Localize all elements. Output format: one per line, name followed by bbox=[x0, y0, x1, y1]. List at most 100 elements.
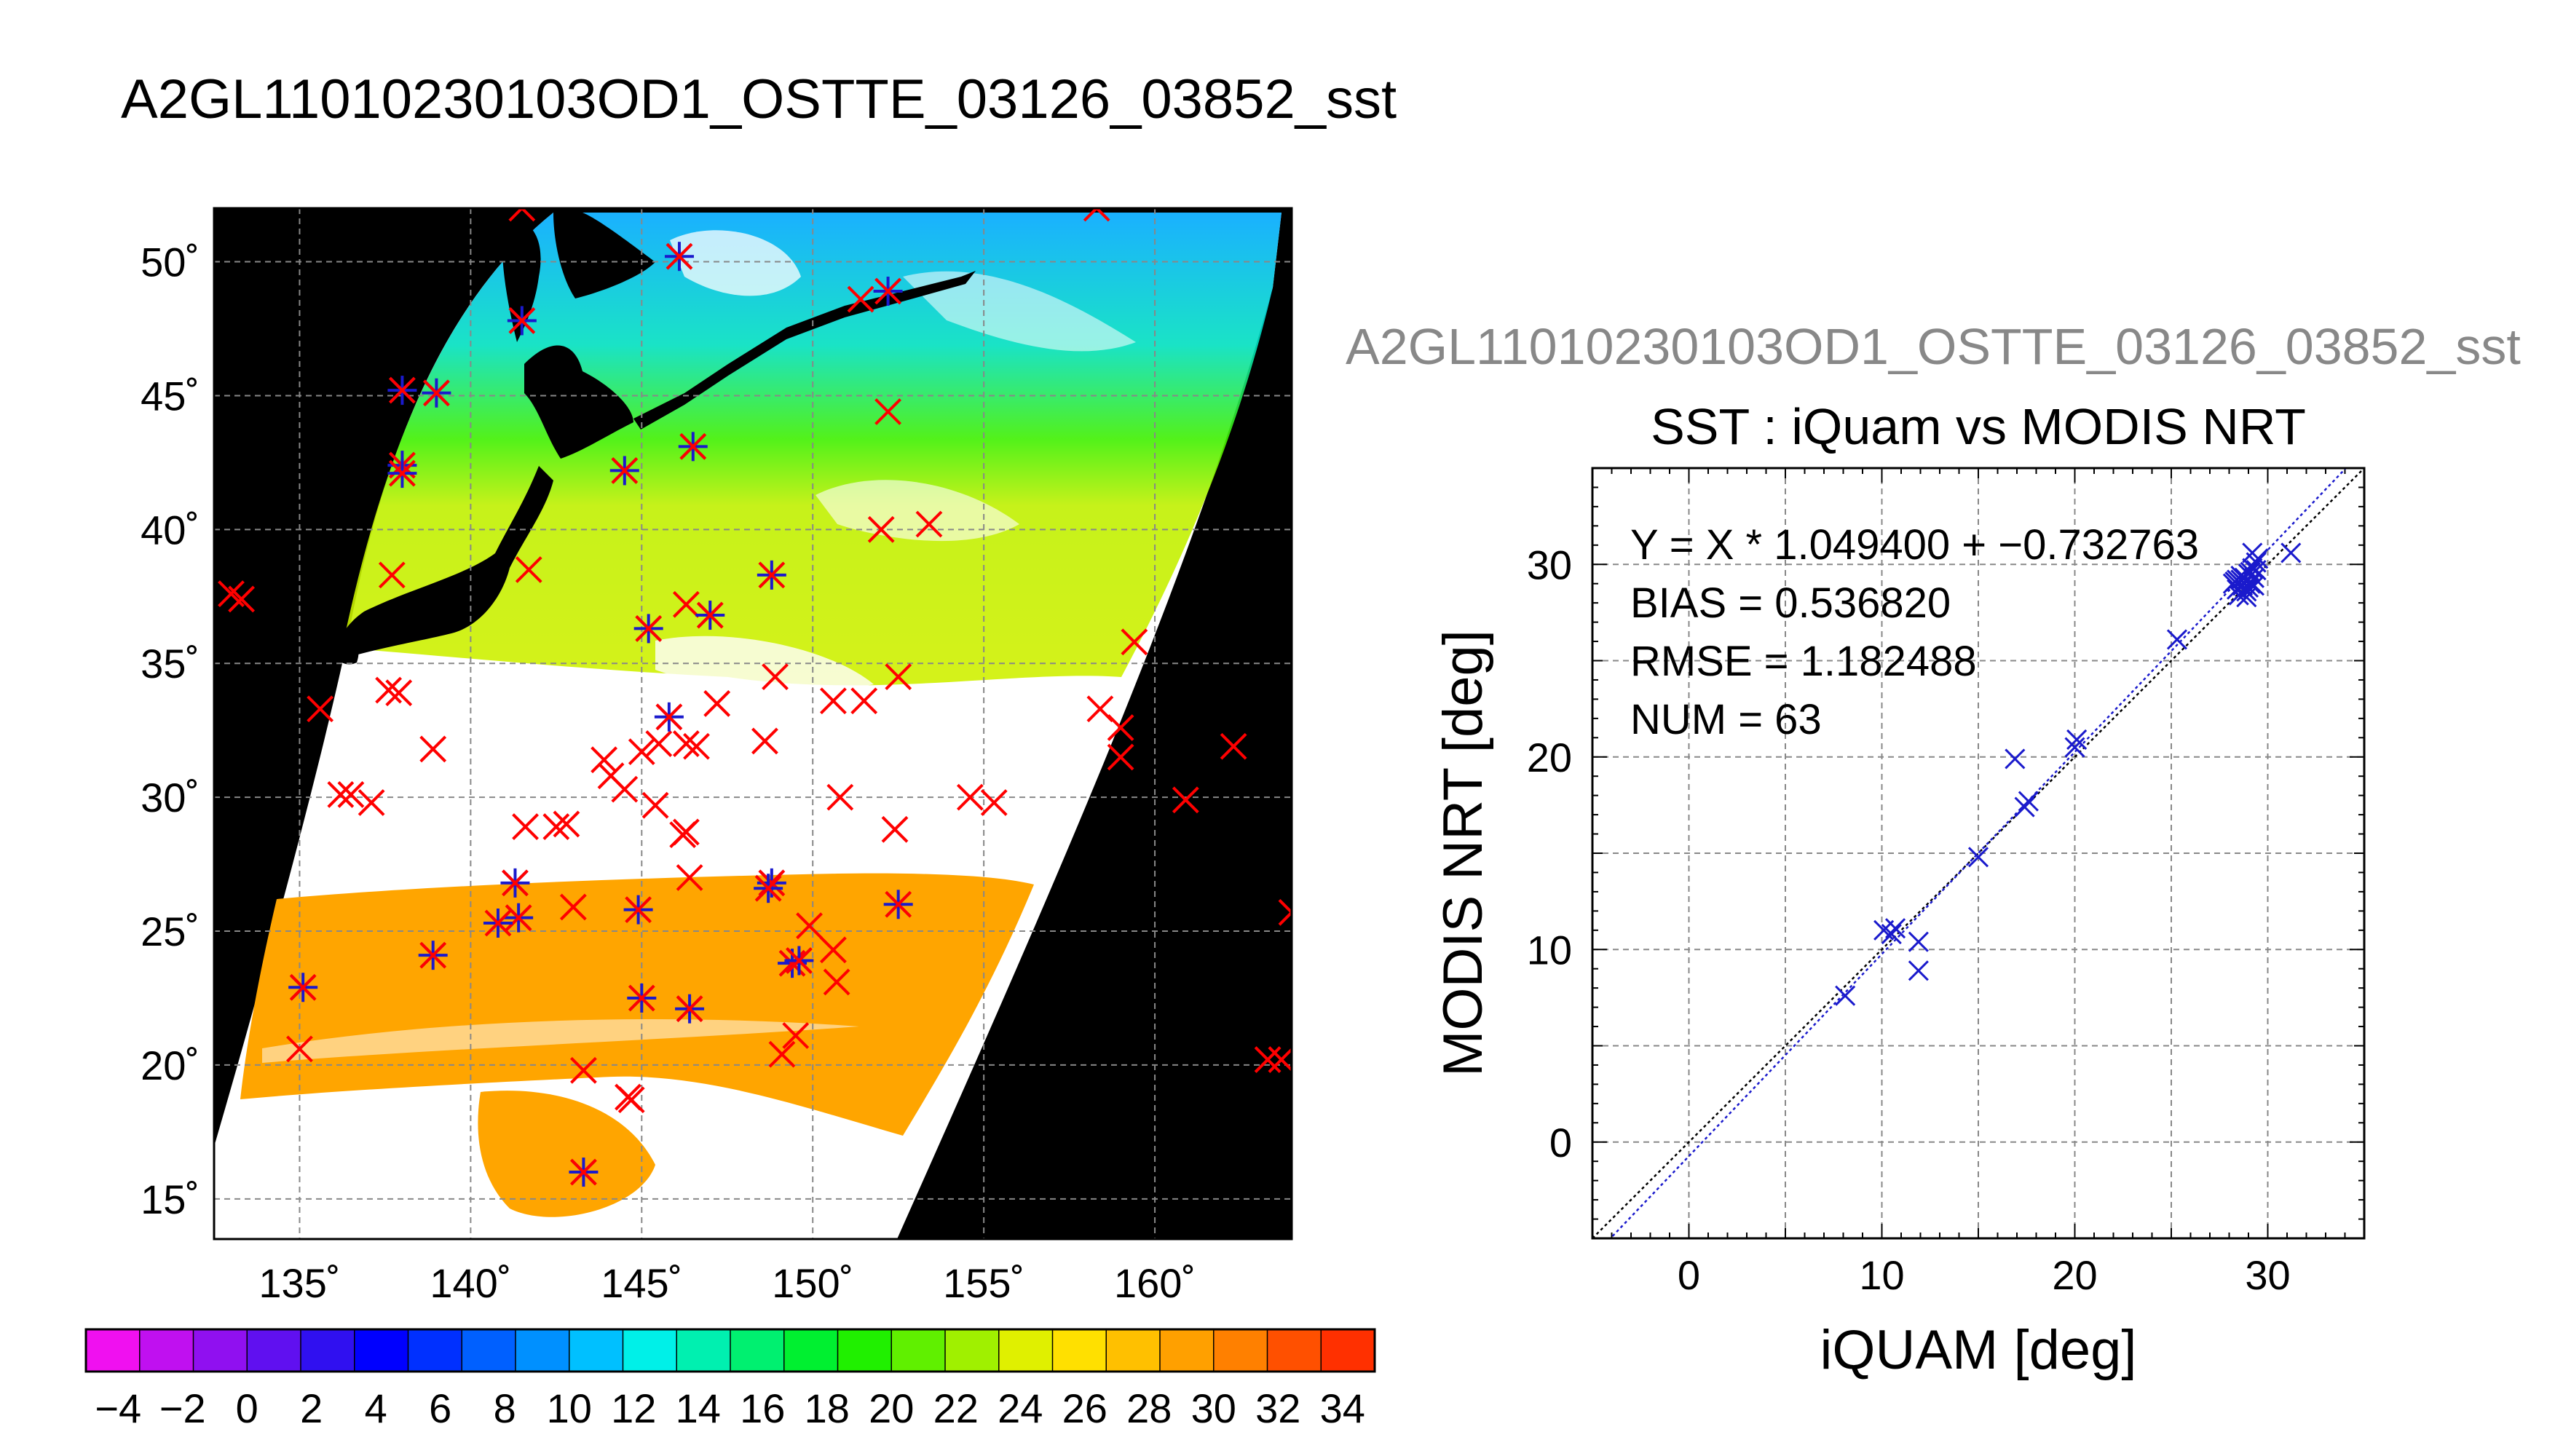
map-match-red-overlay bbox=[628, 984, 655, 1012]
colorbar-segment bbox=[1160, 1329, 1215, 1372]
colorbar-tick-label: −2 bbox=[159, 1385, 206, 1431]
scatter-point bbox=[2227, 569, 2248, 590]
map-match-red-marker-stroke-b bbox=[1172, 786, 1199, 814]
colorbar-frame bbox=[84, 1328, 1376, 1373]
colorbar-segment bbox=[354, 1329, 408, 1372]
scatter-point bbox=[2018, 791, 2039, 812]
map-match-red-marker bbox=[641, 791, 669, 819]
map-frame bbox=[213, 207, 1293, 1241]
scatter-point-stroke-b bbox=[2227, 569, 2248, 590]
map-match-red-marker bbox=[1220, 732, 1247, 760]
cloud-patch-1 bbox=[670, 230, 801, 296]
map-match-red-overlay-stroke-b bbox=[508, 307, 536, 334]
scatter-point bbox=[2066, 729, 2088, 751]
scatter-point-stroke-b bbox=[2238, 577, 2259, 598]
map-match-red-marker bbox=[358, 789, 385, 816]
scatter-point-stroke-b bbox=[2246, 560, 2267, 581]
map-match-red-overlay-stroke-b bbox=[874, 277, 902, 305]
map-match-red-overlay-stroke-b bbox=[666, 242, 693, 270]
map-match-red-marker bbox=[956, 783, 984, 811]
map-match-red-overlay-stroke-b bbox=[611, 457, 639, 484]
map-match-red-marker-stroke-b bbox=[676, 864, 703, 891]
map-lat-tick-label: 25˚ bbox=[141, 909, 200, 954]
scatter-point-stroke-b bbox=[2243, 567, 2265, 588]
map-match-red-marker-stroke-b bbox=[823, 968, 850, 996]
scatter-point-stroke-b bbox=[1884, 918, 1906, 939]
scatter-plot: A2GL11010230103OD1_OSTTE_03126_03852_sst… bbox=[1346, 318, 2521, 1381]
map-match-red-marker bbox=[819, 687, 847, 715]
map-lat-tick-label: 15˚ bbox=[141, 1176, 200, 1222]
colorbar-segment bbox=[1052, 1329, 1107, 1372]
map-match-red-marker-stroke-b bbox=[867, 515, 895, 543]
scatter-points bbox=[1835, 542, 2302, 1006]
map-match-red-marker bbox=[542, 813, 570, 841]
map-match-red-marker bbox=[672, 730, 700, 757]
map-match-red-marker bbox=[553, 810, 580, 838]
map-match-red-overlay-stroke-b bbox=[786, 947, 813, 974]
scatter-point bbox=[2246, 560, 2267, 581]
map-match-red-marker bbox=[1107, 714, 1134, 741]
colorbar-tick-label: 14 bbox=[676, 1385, 721, 1431]
sst-map: 135˚ 140˚ 145˚ 150˚ 155˚ 160˚ 15˚ 20˚ 25˚ 30˚ 35˚ 4… bbox=[141, 207, 1293, 1306]
map-match-red-overlay-stroke-b bbox=[388, 376, 416, 404]
map-match-red-marker bbox=[337, 781, 365, 808]
map-match-red-marker-stroke-b bbox=[762, 663, 789, 691]
scatter-point bbox=[2005, 748, 2026, 769]
colorbar-tick-label: −4 bbox=[95, 1385, 141, 1431]
map-match-red-overlay bbox=[508, 307, 536, 334]
scatter-point-stroke-b bbox=[1908, 931, 1929, 952]
scatter-y-tick-label: 20 bbox=[1527, 735, 1572, 780]
map-match-red-marker-stroke-b bbox=[850, 687, 878, 715]
land-japan-hokkaido bbox=[524, 345, 633, 459]
map-match-red-marker-stroke-b bbox=[703, 690, 731, 717]
map-lat-tick-label: 20˚ bbox=[141, 1042, 200, 1088]
map-match-red-marker bbox=[307, 695, 334, 723]
scatter-ylabel: MODIS NRT [deg] bbox=[1432, 630, 1494, 1077]
colorbar-tick-label: 12 bbox=[611, 1385, 656, 1431]
map-match-red-marker bbox=[881, 815, 909, 843]
map-match-red-marker-stroke-b bbox=[915, 510, 943, 538]
map-match-red-marker-stroke-b bbox=[512, 813, 539, 841]
south-cloud-streak bbox=[262, 1019, 859, 1063]
colorbar-segment bbox=[998, 1329, 1053, 1372]
map-match-red-marker-stroke-b bbox=[559, 893, 587, 921]
map-match-red-marker-stroke-b bbox=[956, 783, 984, 811]
map-match-red-marker bbox=[508, 208, 536, 222]
scatter-x-tick-label: 0 bbox=[1678, 1252, 1700, 1298]
map-match-red-marker-stroke-b bbox=[508, 208, 524, 222]
map-match-red-marker-stroke-b bbox=[672, 730, 700, 757]
map-match-red-marker-stroke-b bbox=[617, 1086, 645, 1114]
scatter-point-stroke-b bbox=[2018, 791, 2039, 812]
map-match-red-marker bbox=[570, 1056, 597, 1084]
map-match-red-overlay bbox=[885, 890, 912, 918]
colorbar-tick-label: 34 bbox=[1320, 1385, 1365, 1431]
map-match-red-marker bbox=[228, 585, 256, 613]
map-match-red-overlay-stroke-b bbox=[754, 874, 782, 902]
map-match-red-marker-stroke-a bbox=[520, 208, 536, 222]
map-match-red-marker bbox=[885, 663, 912, 691]
map-match-red-marker bbox=[915, 510, 943, 538]
map-match-red-marker bbox=[385, 679, 413, 707]
map-match-red-marker-stroke-b bbox=[327, 781, 355, 808]
map-match-red-overlay bbox=[484, 909, 512, 937]
colorbar-segment bbox=[837, 1329, 892, 1372]
map-match-red-marker-stroke-b bbox=[286, 1035, 313, 1063]
scatter-point bbox=[1967, 847, 1989, 868]
map-match-red-overlay bbox=[505, 904, 532, 932]
colorbar-tick-label: 32 bbox=[1255, 1385, 1300, 1431]
scatter-point-stroke-b bbox=[2240, 561, 2261, 582]
scatter-stat-line: RMSE = 1.182488 bbox=[1630, 638, 1977, 685]
map-match-red-marker bbox=[591, 746, 618, 774]
map-lon-tick-label: 145˚ bbox=[601, 1260, 682, 1306]
colorbar-segment bbox=[730, 1329, 785, 1372]
map-match-red-marker-stroke-b bbox=[1107, 714, 1134, 741]
scatter-point bbox=[2243, 567, 2265, 588]
scatter-frame bbox=[1591, 467, 2366, 1240]
map-match-red-marker-stroke-b bbox=[782, 1022, 810, 1049]
scatter-point-stroke-b bbox=[2064, 737, 2085, 758]
map-match-red-marker-stroke-b bbox=[847, 285, 874, 313]
colorbar-tick-label: 28 bbox=[1126, 1385, 1172, 1431]
map-match-red-marker bbox=[1121, 628, 1148, 656]
colorbar-segment bbox=[623, 1329, 677, 1372]
